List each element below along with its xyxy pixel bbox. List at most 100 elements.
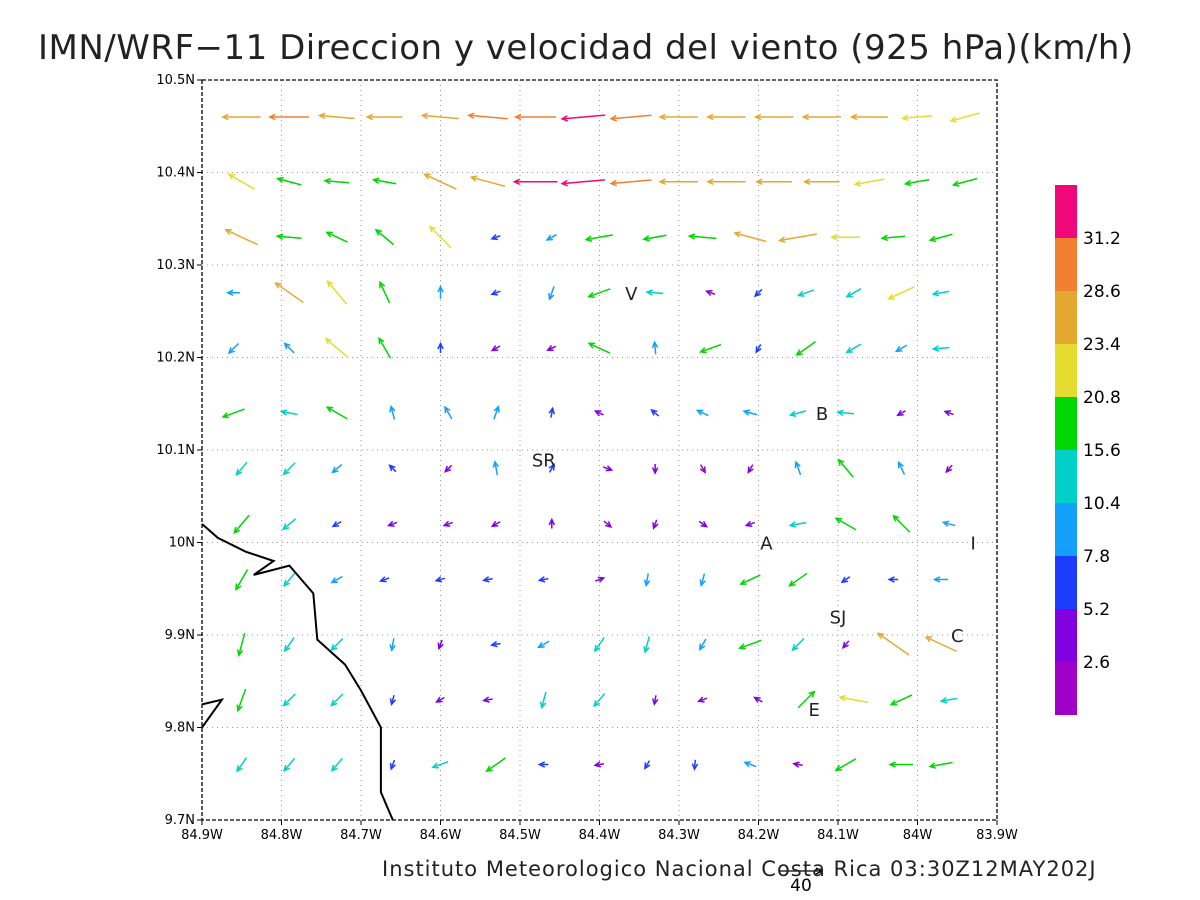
wind-arrow-head xyxy=(330,764,338,773)
wind-arrow-head xyxy=(512,178,521,186)
wind-arrow-shaft xyxy=(237,688,247,711)
colorbar-segment xyxy=(1055,662,1077,715)
wind-arrow xyxy=(888,761,914,768)
wind-arrow-head xyxy=(642,235,650,242)
wind-arrow xyxy=(423,173,457,190)
place-label: C xyxy=(951,626,964,647)
wind-arrow-head xyxy=(896,409,904,417)
wind-arrow xyxy=(490,289,501,296)
wind-arrow xyxy=(795,341,817,356)
wind-arrow-head xyxy=(482,696,490,703)
wind-arrow xyxy=(788,410,807,417)
wind-arrow xyxy=(469,175,506,188)
wind-arrow xyxy=(650,408,660,417)
wind-arrow xyxy=(490,640,501,648)
wind-arrow-shaft xyxy=(890,694,913,706)
wind-arrow xyxy=(235,569,249,591)
x-tick-label: 84.5W xyxy=(499,828,541,843)
wind-arrow xyxy=(595,576,606,583)
wind-arrow xyxy=(698,520,708,528)
wind-arrow xyxy=(644,760,651,770)
wind-arrow xyxy=(932,576,949,583)
wind-arrow xyxy=(379,280,391,304)
wind-arrow-head xyxy=(444,465,452,473)
wind-arrow-head xyxy=(434,576,443,583)
wind-arrow-head xyxy=(609,179,618,187)
chart-title: IMN/WRF−11 Direccion y velocidad del vie… xyxy=(38,28,1134,68)
wind-arrow-head xyxy=(644,762,651,770)
wind-arrow-head xyxy=(645,289,653,296)
reference-label: 40 xyxy=(790,876,812,896)
colorbar-label: 20.8 xyxy=(1083,388,1121,408)
y-tick-label: 10.4N xyxy=(156,166,195,181)
wind-arrow-head xyxy=(490,520,499,528)
wind-arrow-head xyxy=(331,466,339,474)
wind-arrow-head xyxy=(876,632,885,640)
wind-arrow xyxy=(331,520,342,528)
wind-arrow-shaft xyxy=(699,638,707,650)
wind-arrow-shaft xyxy=(898,462,906,475)
wind-arrow-head xyxy=(753,696,761,703)
wind-arrow xyxy=(658,113,698,121)
wind-arrow-head xyxy=(706,178,714,186)
wind-arrow xyxy=(593,761,605,768)
wind-arrow xyxy=(887,286,915,300)
wind-arrow xyxy=(687,233,717,240)
wind-arrow xyxy=(706,113,746,121)
wind-arrow-head xyxy=(931,345,940,352)
colorbar-label: 10.4 xyxy=(1083,494,1121,514)
wind-arrow xyxy=(330,693,344,707)
wind-arrow xyxy=(282,462,296,476)
wind-arrow xyxy=(485,757,506,773)
wind-arrow-shaft xyxy=(373,179,397,185)
wind-arrow-head xyxy=(386,520,395,527)
wind-arrow xyxy=(276,176,302,186)
wind-arrow-head xyxy=(643,579,651,588)
wind-arrow-shaft xyxy=(225,229,258,246)
wind-arrow-head xyxy=(697,696,705,703)
wind-arrow-head xyxy=(548,517,556,526)
wind-arrow-head xyxy=(227,347,235,355)
wind-arrow-shaft xyxy=(424,173,457,190)
wind-arrow-shaft xyxy=(653,342,657,355)
wind-arrow-head xyxy=(792,761,800,768)
wind-arrow-head xyxy=(699,347,707,354)
wind-arrow xyxy=(903,178,930,187)
wind-arrow-head xyxy=(236,649,244,657)
grid-lines xyxy=(202,80,997,820)
wind-arrow-shaft xyxy=(689,235,717,240)
reference-arrow-head xyxy=(815,867,824,875)
wind-arrow xyxy=(792,761,803,768)
wind-arrow xyxy=(283,342,295,354)
wind-arrow xyxy=(738,639,762,650)
wind-arrow xyxy=(699,573,706,588)
wind-arrow-head xyxy=(788,410,797,417)
place-label: SJ xyxy=(830,608,847,629)
wind-arrow-shaft xyxy=(233,514,250,534)
wind-arrow xyxy=(330,637,344,652)
reference-vector: 40 xyxy=(780,867,824,896)
wind-arrow-shaft xyxy=(588,342,611,354)
wind-arrow-head xyxy=(699,466,706,474)
wind-arrow-shaft xyxy=(228,173,255,190)
place-label: V xyxy=(625,284,638,305)
wind-arrow-head xyxy=(388,464,396,472)
wind-arrow-head xyxy=(706,113,714,121)
colorbar-label: 2.6 xyxy=(1083,653,1110,673)
wind-arrow-head xyxy=(651,340,659,349)
wind-arrow xyxy=(876,632,910,656)
wind-arrow-shaft xyxy=(546,233,557,241)
x-tick-label: 84.9W xyxy=(181,828,223,843)
wind-arrow-head xyxy=(492,460,500,468)
wind-arrow-shaft xyxy=(277,235,302,240)
wind-arrow-head xyxy=(437,284,444,293)
wind-arrow xyxy=(787,572,808,587)
wind-arrow xyxy=(236,688,247,713)
wind-arrow-shaft xyxy=(941,697,958,702)
wind-arrow xyxy=(490,233,501,241)
wind-arrow-head xyxy=(897,460,904,469)
wind-arrow-head xyxy=(698,643,706,652)
wind-arrow-head xyxy=(435,696,443,703)
wind-arrow-head xyxy=(651,467,659,475)
wind-arrow-shaft xyxy=(700,343,722,353)
